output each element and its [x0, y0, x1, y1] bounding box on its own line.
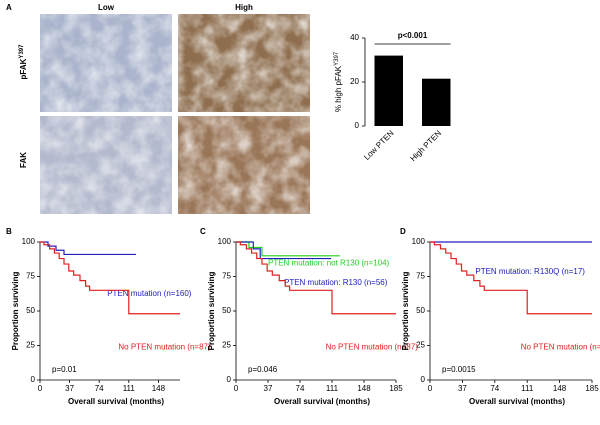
survival-curve [40, 241, 136, 256]
image-column-label: High [235, 3, 253, 12]
y-tick-label: 20 [350, 77, 359, 86]
y-tick-label: 100 [412, 237, 426, 246]
histology-images [40, 14, 310, 214]
y-axis-label: % high pFAKY397 [334, 51, 344, 112]
series-label: No PTEN mutation (n=87) [118, 343, 211, 352]
y-axis-label: Proportion surviving [401, 272, 410, 351]
y-axis-label-text: % high pFAK [334, 65, 343, 112]
annotation: p<0.001 [398, 31, 428, 40]
series-label: PTEN mutation: R130Q (n=17) [475, 267, 585, 276]
y-axis-label: Proportion surviving [11, 272, 20, 351]
survival-curve [430, 241, 592, 315]
x-tick-label: High PTEN [408, 128, 443, 163]
annotation: p=0.0015 [442, 365, 476, 374]
image-texture [178, 116, 310, 214]
x-tick-label: 111 [123, 384, 136, 393]
y-tick-label: 50 [222, 306, 231, 315]
x-tick-label: 148 [357, 384, 371, 393]
y-tick-label: 75 [416, 272, 425, 281]
series-label: PTEN mutation: not R130 (n=104) [268, 259, 390, 268]
x-tick-label: 37 [458, 384, 467, 393]
panel-label: D [400, 227, 406, 236]
x-tick-label: 111 [521, 384, 534, 393]
y-tick-label: 25 [26, 341, 35, 350]
image-texture [40, 116, 172, 214]
series-label: PTEN mutation: R130 (n=56) [284, 278, 388, 287]
y-tick-label: 50 [416, 306, 425, 315]
annotation: p=0.046 [248, 365, 278, 374]
x-tick-label: 74 [296, 384, 305, 393]
survival-curve [40, 241, 180, 315]
y-tick-label: 50 [26, 306, 35, 315]
panel-label: C [200, 227, 206, 236]
x-tick-label: Low PTEN [362, 128, 396, 162]
series-label: No PTEN mutation (n=87) [521, 343, 600, 352]
y-tick-label: 0 [227, 375, 232, 384]
survival-curve [236, 241, 332, 260]
x-axis-label: Overall survival (months) [469, 397, 565, 406]
panel-label: B [6, 227, 12, 236]
series-label: PTEN mutation (n=160) [107, 289, 192, 298]
x-tick-label: 0 [234, 384, 239, 393]
y-tick-label: 75 [222, 272, 231, 281]
x-tick-label: 111 [326, 384, 339, 393]
bar [374, 55, 403, 126]
bar [422, 78, 451, 126]
image-texture [40, 14, 172, 112]
series-label: No PTEN mutation (n=87) [326, 343, 419, 352]
x-tick-label: 148 [553, 384, 567, 393]
y-tick-label: 40 [350, 33, 359, 42]
x-tick-label: 37 [264, 384, 273, 393]
x-tick-label: 185 [585, 384, 599, 393]
x-axis-label: Overall survival (months) [68, 397, 164, 406]
image-column-label: Low [98, 3, 115, 12]
x-tick-label: 148 [152, 384, 166, 393]
y-axis-label: Proportion surviving [207, 272, 216, 351]
panel-label: A [6, 3, 12, 12]
y-axis-label-sup: Y397 [334, 51, 340, 66]
x-tick-label: 74 [95, 384, 104, 393]
image-row-label: pFAKY397 [19, 44, 29, 80]
x-axis-label: Overall survival (months) [274, 397, 370, 406]
x-tick-label: 74 [490, 384, 499, 393]
image-row-label: FAK [19, 152, 28, 168]
y-tick-label: 0 [355, 121, 360, 130]
x-tick-label: 0 [428, 384, 433, 393]
x-tick-label: 0 [38, 384, 43, 393]
y-tick-label: 100 [218, 237, 232, 246]
annotation: p=0.01 [52, 365, 77, 374]
x-tick-label: 185 [389, 384, 403, 393]
y-tick-label: 75 [26, 272, 35, 281]
x-tick-label: 37 [65, 384, 74, 393]
image-texture [178, 14, 310, 112]
y-tick-label: 0 [421, 375, 426, 384]
survival-curve [236, 241, 396, 315]
y-tick-label: 25 [416, 341, 425, 350]
y-tick-label: 100 [22, 237, 36, 246]
y-tick-label: 0 [31, 375, 36, 384]
y-tick-label: 25 [222, 341, 231, 350]
